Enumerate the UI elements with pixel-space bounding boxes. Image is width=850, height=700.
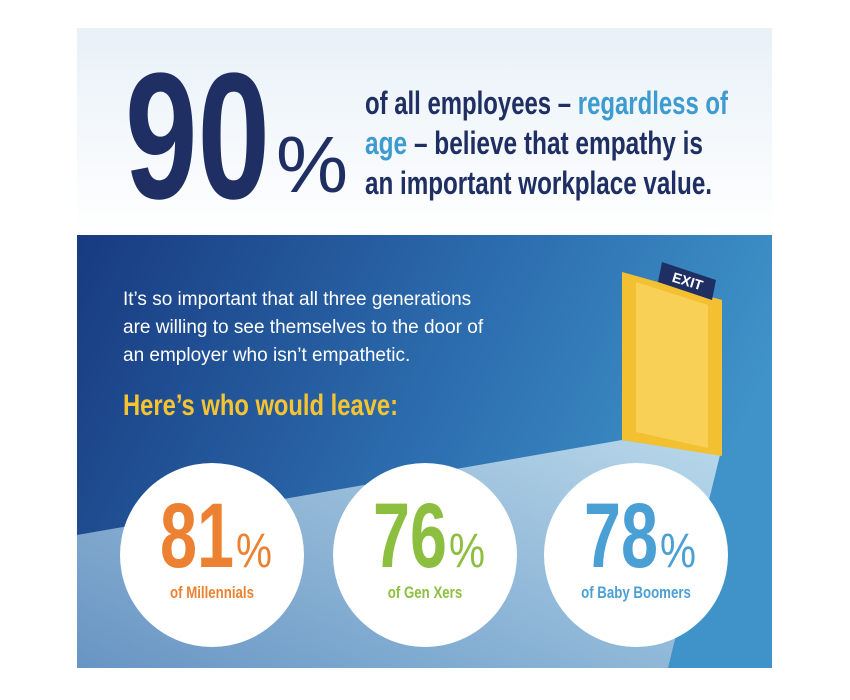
body-line: are willing to see themselves to the doo… [123,317,484,338]
stat-circle [120,463,304,647]
body-line: an employer who isn’t empathetic. [123,345,410,366]
headline-segment: of all employees – [365,85,571,121]
door-light [636,282,708,448]
headline-line: an important workplace value. [365,165,712,201]
stat-label: of Gen Xers [388,583,462,602]
stat-label: of Millennials [170,583,254,602]
stat-number: 81 [160,485,234,587]
headline-segment: regardless of [578,85,728,121]
body-line: It’s so important that all three generat… [123,289,471,310]
stat-circle [544,463,728,647]
stat-label: of Baby Boomers [581,583,691,602]
subheading: Here’s who would leave: [123,389,398,422]
header-band [77,28,772,235]
stat-percent: % [449,525,485,578]
headline-line: of all employees –regardless of [365,85,728,121]
stat-circle [333,463,517,647]
headline-segment: an important workplace value. [365,165,712,201]
headline-line: age– believe that empathy is [365,125,703,161]
headline-segment: – believe that empathy is [414,125,703,161]
stat-percent: % [660,525,696,578]
stat-number: 78 [584,485,658,587]
headline-number: 90 [125,36,270,237]
stat-number: 76 [373,485,447,587]
headline-segment: age [365,125,407,161]
stat-percent: % [236,525,272,578]
headline-percent: % [276,120,348,209]
exit-sign [658,262,716,300]
